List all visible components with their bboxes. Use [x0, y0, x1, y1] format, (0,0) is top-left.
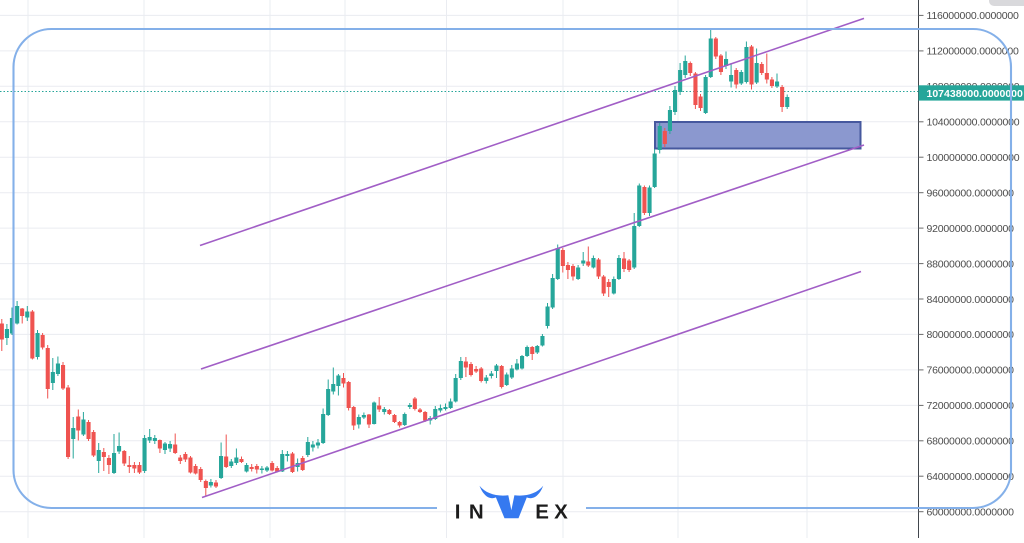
svg-text:88000000.0000000: 88000000.0000000: [927, 258, 1015, 270]
svg-text:92000000.0000000: 92000000.0000000: [927, 223, 1015, 235]
svg-text:72000000.0000000: 72000000.0000000: [927, 400, 1015, 412]
svg-text:100000000.0000000: 100000000.0000000: [927, 152, 1020, 164]
svg-text:107438000.0000000: 107438000.0000000: [927, 88, 1024, 100]
svg-text:E: E: [535, 500, 549, 523]
svg-text:116000000.0000000: 116000000.0000000: [927, 10, 1020, 22]
svg-text:68000000.0000000: 68000000.0000000: [927, 436, 1015, 448]
svg-text:64000000.0000000: 64000000.0000000: [927, 471, 1015, 483]
svg-text:N: N: [469, 500, 484, 523]
svg-text:X: X: [554, 500, 568, 523]
svg-text:96000000.0000000: 96000000.0000000: [927, 188, 1015, 200]
svg-text:104000000.0000000: 104000000.0000000: [927, 117, 1020, 129]
svg-text:76000000.0000000: 76000000.0000000: [927, 365, 1015, 377]
svg-text:I: I: [455, 500, 461, 523]
svg-text:80000000.0000000: 80000000.0000000: [927, 329, 1015, 341]
svg-text:84000000.0000000: 84000000.0000000: [927, 294, 1015, 306]
